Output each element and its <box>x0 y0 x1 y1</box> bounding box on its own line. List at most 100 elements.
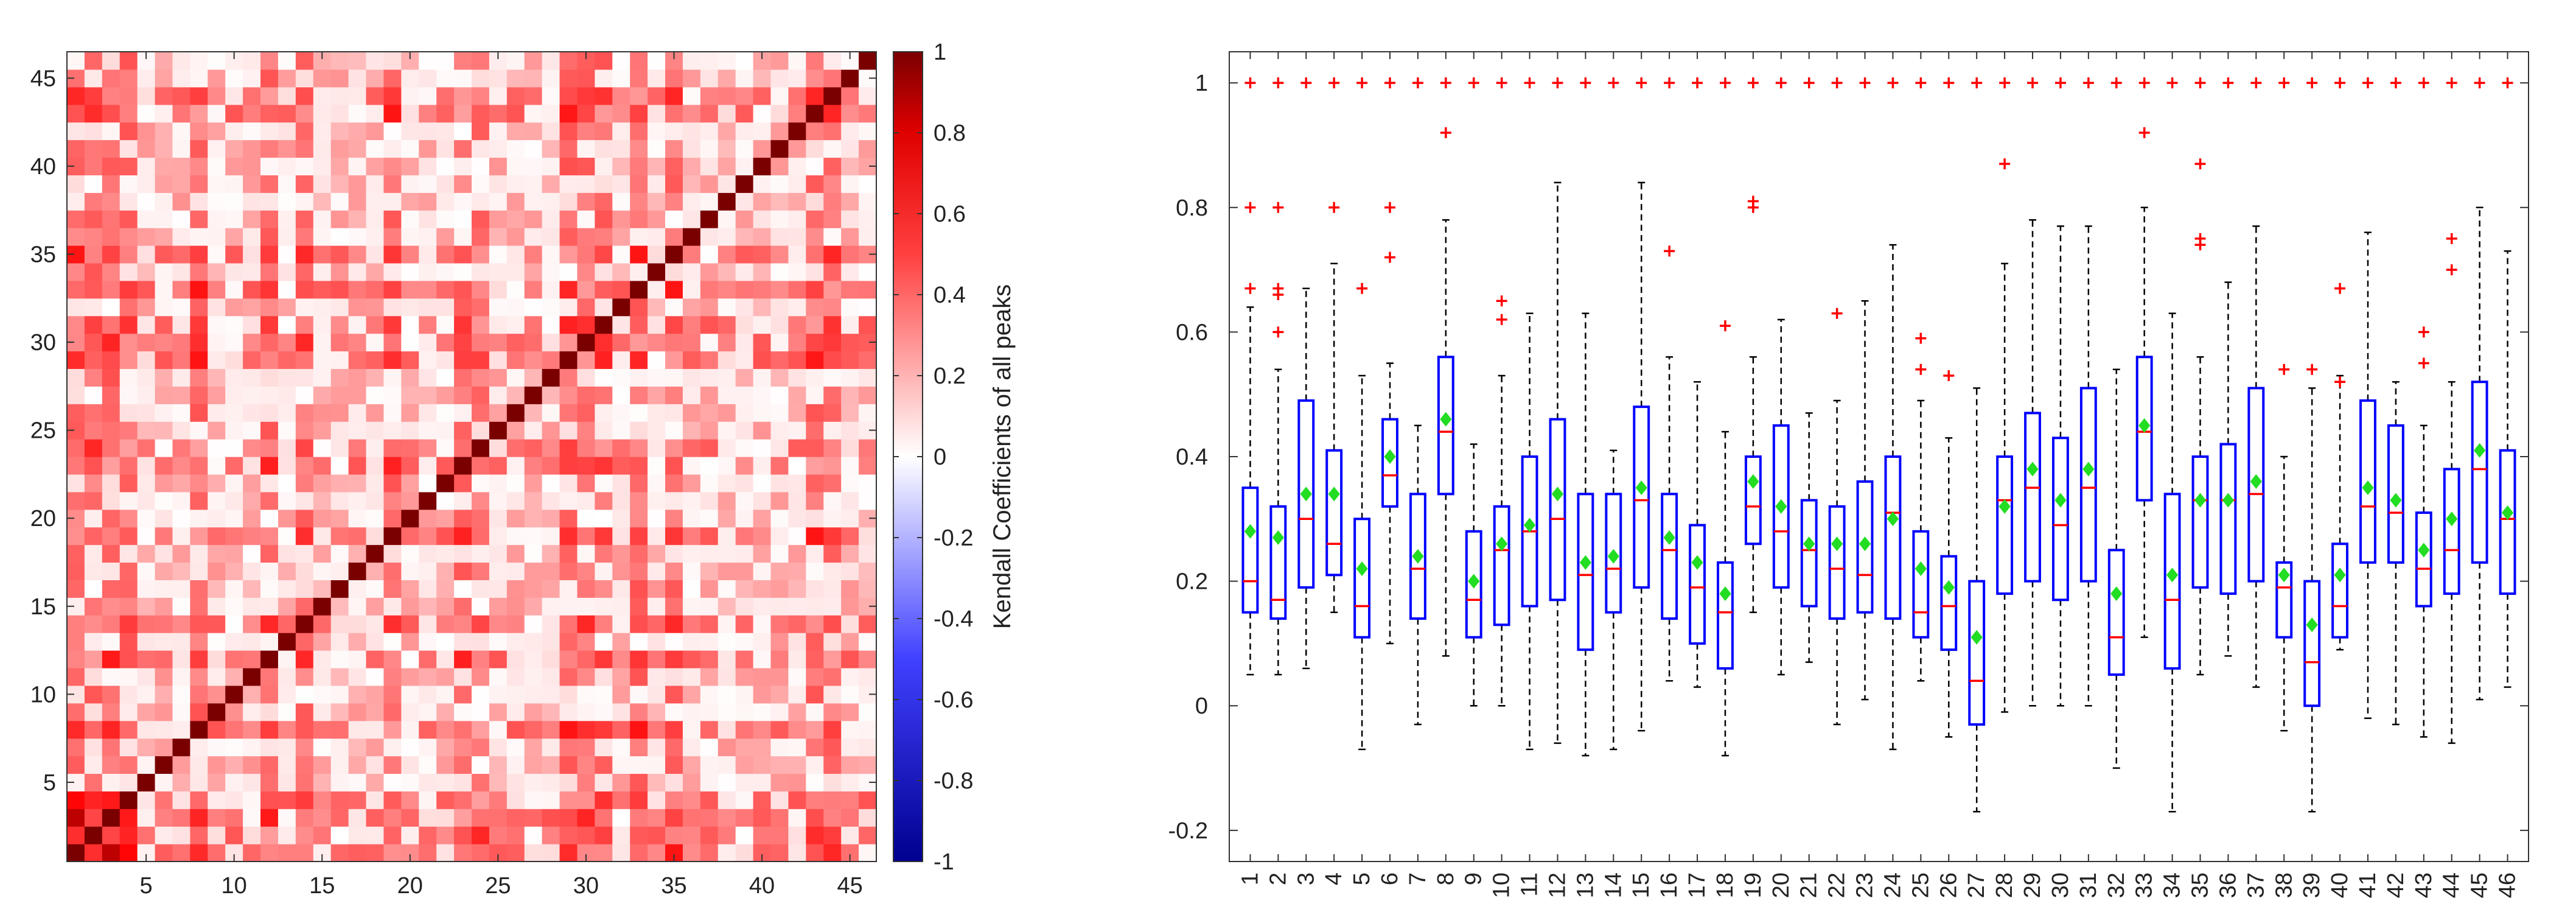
outlier-marker <box>1664 245 1675 257</box>
heatmap-cell <box>489 245 508 264</box>
heatmap-cell <box>717 210 736 228</box>
heatmap-cell <box>137 228 156 246</box>
heatmap-cell <box>295 386 314 404</box>
heatmap-cell <box>102 544 120 563</box>
heatmap-cell <box>665 351 683 370</box>
heatmap-cell <box>419 351 437 370</box>
heatmap-cell <box>559 791 578 809</box>
heatmap-cell <box>788 157 806 175</box>
heatmap-cell <box>383 633 402 651</box>
heatmap-cell <box>788 351 806 370</box>
heatmap-cell <box>277 667 296 686</box>
heatmap-cell <box>330 685 349 704</box>
outlier-marker <box>2418 77 2429 89</box>
heatmap-cell <box>489 139 508 158</box>
heatmap-cell <box>137 315 156 334</box>
heatmap-cell <box>295 262 314 281</box>
heatmap-cell <box>84 69 103 88</box>
box-45 <box>2471 77 2488 701</box>
heatmap-cell <box>225 809 243 827</box>
heatmap-cell <box>119 69 138 88</box>
box-37 <box>2247 77 2265 688</box>
heatmap-cell <box>366 333 385 352</box>
heatmap-cell <box>208 368 226 387</box>
heatmap-cell <box>383 210 402 228</box>
heatmap-cell <box>454 580 472 598</box>
heatmap-cell <box>859 210 877 228</box>
heatmap-cell <box>788 527 806 546</box>
heatmap-cell <box>647 703 666 721</box>
heatmap-cell <box>524 52 543 70</box>
heatmap-x-tick-label: 40 <box>749 873 775 899</box>
heatmap-cell <box>295 703 314 721</box>
heatmap-cell <box>137 826 156 844</box>
box-43 <box>2415 77 2432 738</box>
heatmap-cell <box>119 52 138 70</box>
heatmap-cell <box>735 491 754 510</box>
heatmap-cell <box>313 756 332 774</box>
heatmap-cell <box>489 386 508 404</box>
heatmap-cell <box>577 491 595 510</box>
outlier-marker <box>1915 332 1927 344</box>
mean-marker <box>1244 524 1257 539</box>
heatmap-cell <box>102 667 120 686</box>
heatmap-cell <box>472 703 490 721</box>
heatmap-cell <box>647 457 666 475</box>
heatmap-cell <box>277 104 296 123</box>
mean-marker <box>1356 561 1368 577</box>
heatmap-cell <box>243 139 261 158</box>
heatmap-cell <box>559 421 578 440</box>
heatmap-cell <box>630 844 648 862</box>
heatmap-cell <box>208 509 226 528</box>
heatmap-cell <box>330 228 349 246</box>
heatmap-cell <box>119 562 138 580</box>
mean-marker <box>1328 486 1340 502</box>
heatmap-cell <box>612 122 630 141</box>
heatmap-x-tick-label: 15 <box>309 873 335 899</box>
heatmap-cell <box>542 738 560 757</box>
heatmap-cell <box>788 280 806 299</box>
heatmap-cell <box>770 562 789 580</box>
heatmap-cell <box>542 245 560 264</box>
heatmap-cell <box>612 738 630 757</box>
heatmap-cell <box>190 104 208 123</box>
heatmap-cell <box>770 52 789 70</box>
heatmap-cell <box>137 122 156 141</box>
heatmap-cell <box>506 280 525 299</box>
heatmap-cell <box>700 439 719 457</box>
heatmap-cell <box>735 298 754 317</box>
heatmap-cell <box>190 86 208 105</box>
heatmap-cell <box>295 826 314 844</box>
heatmap-cell <box>401 192 419 211</box>
heatmap-cell <box>647 386 666 404</box>
heatmap-cell <box>735 791 754 809</box>
heatmap-cell <box>260 773 279 791</box>
heatmap-cell <box>277 175 296 193</box>
outlier-marker <box>2334 376 2346 388</box>
heatmap-cell <box>172 650 190 669</box>
heatmap-cell <box>472 580 490 598</box>
heatmap-cell <box>735 773 754 791</box>
heatmap-cell <box>577 104 595 123</box>
outlier-marker <box>1664 77 1675 89</box>
heatmap-cell <box>243 122 261 141</box>
heatmap-cell <box>383 650 402 669</box>
heatmap-cell <box>67 228 85 246</box>
heatmap-cell <box>472 245 490 264</box>
heatmap-cell <box>454 685 472 704</box>
heatmap-cell <box>348 175 367 193</box>
heatmap-cell <box>559 544 578 563</box>
heatmap-cell <box>700 738 719 757</box>
heatmap-cell <box>770 720 789 739</box>
heatmap-cell <box>682 580 701 598</box>
heatmap-cell <box>770 210 789 228</box>
outlier-marker <box>2027 77 2039 89</box>
boxplot-x-tick-label: 7 <box>1405 872 1431 885</box>
mean-marker <box>2501 505 2514 521</box>
heatmap-cell <box>190 139 208 158</box>
heatmap-cell <box>383 791 402 809</box>
heatmap-cell <box>243 844 261 862</box>
heatmap-cell <box>753 298 772 317</box>
outlier-marker <box>1328 202 1340 213</box>
outlier-marker <box>1552 77 1563 89</box>
